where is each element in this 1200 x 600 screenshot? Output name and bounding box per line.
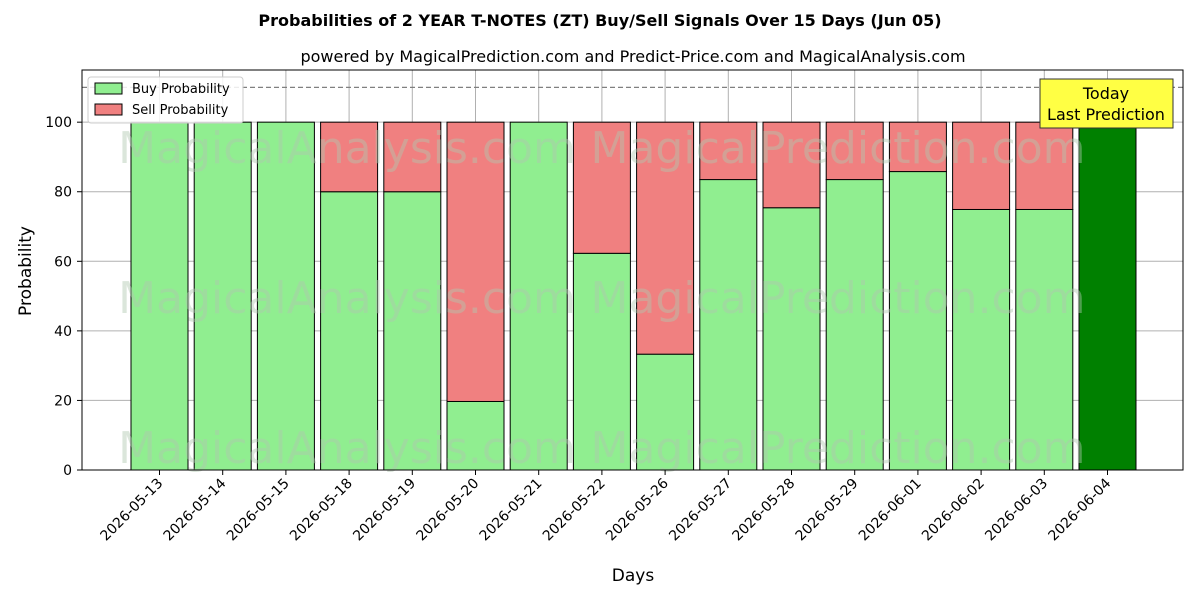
x-tick-label: 2026-05-14: [161, 475, 230, 544]
x-tick-label: 2026-06-04: [1045, 475, 1114, 544]
x-tick-label: 2026-05-28: [729, 476, 798, 545]
chart-subtitle: powered by MagicalPrediction.com and Pre…: [300, 47, 965, 66]
buy-bar: [699, 179, 758, 471]
today-annotation-line1: Today: [1082, 84, 1129, 103]
watermark-text: MagicalPrediction.com: [591, 273, 1086, 324]
sell-bar: [383, 121, 442, 193]
buy-bar: [952, 208, 1011, 471]
x-tick-label: 2026-05-26: [603, 475, 672, 544]
buy-bar: [256, 121, 315, 471]
buy-bar: [888, 171, 947, 471]
y-tick-label: 80: [54, 185, 72, 201]
sell-bar: [1015, 121, 1074, 210]
y-axis-label: Probability: [16, 226, 36, 316]
chart-title: Probabilities of 2 YEAR T-NOTES (ZT) Buy…: [258, 11, 941, 30]
y-tick-label: 40: [54, 324, 72, 340]
y-tick-label: 20: [54, 393, 72, 409]
x-tick-label: 2026-05-27: [666, 476, 735, 545]
legend-label-sell: Sell Probability: [132, 103, 229, 118]
watermark-text: MagicalAnalysis.com: [118, 273, 576, 324]
sell-bar: [446, 121, 505, 402]
y-tick-label: 100: [45, 115, 72, 131]
x-tick-label: 2026-05-20: [413, 476, 482, 545]
buy-bar: [509, 121, 568, 471]
buy-bar: [572, 252, 631, 471]
x-tick-label: 2026-05-21: [477, 476, 546, 545]
legend-swatch-sell: [94, 103, 123, 116]
sell-bar: [762, 121, 821, 209]
watermark-text: MagicalAnalysis.com: [118, 423, 576, 474]
sell-bar: [320, 121, 379, 193]
x-tick-label: 2026-06-01: [856, 476, 925, 545]
buy-bar: [383, 191, 442, 471]
sell-bar: [825, 121, 884, 181]
x-tick-label: 2026-05-15: [224, 476, 293, 545]
today-annotation-box: [1039, 78, 1174, 129]
x-axis-label: Days: [612, 566, 655, 586]
x-tick-label: 2026-05-13: [97, 476, 166, 545]
sell-bar: [636, 121, 695, 355]
sell-bar: [572, 121, 631, 254]
x-tick-label: 2026-05-18: [287, 476, 356, 545]
watermark-text: MagicalAnalysis.com: [118, 123, 576, 174]
x-tick-label: 2026-06-03: [982, 476, 1051, 545]
x-tick-label: 2026-05-29: [793, 476, 862, 545]
sell-bar: [888, 121, 947, 173]
today-annotation-line2: Last Prediction: [1047, 105, 1165, 124]
sell-bar: [952, 121, 1011, 210]
buy-bar: [636, 353, 695, 471]
buy-bar: [762, 207, 821, 471]
today-bar: [1078, 121, 1137, 471]
plot-frame: [81, 69, 1184, 471]
x-tick-label: 2026-06-02: [919, 476, 988, 545]
watermark-text: MagicalPrediction.com: [591, 423, 1086, 474]
buy-bar: [1015, 208, 1074, 471]
buy-bar: [825, 179, 884, 471]
legend-box: [87, 76, 244, 124]
y-tick-label: 60: [54, 254, 72, 270]
watermark-text: MagicalPrediction.com: [591, 123, 1086, 174]
sell-bar: [699, 121, 758, 181]
x-tick-label: 2026-05-19: [350, 476, 419, 545]
legend-swatch-buy: [94, 82, 123, 95]
x-tick-label: 2026-05-22: [540, 476, 609, 545]
legend-label-buy: Buy Probability: [132, 82, 230, 97]
y-tick-label: 0: [63, 463, 72, 479]
plot-area: MagicalAnalysis.com MagicalPrediction.com…: [45, 69, 1184, 545]
